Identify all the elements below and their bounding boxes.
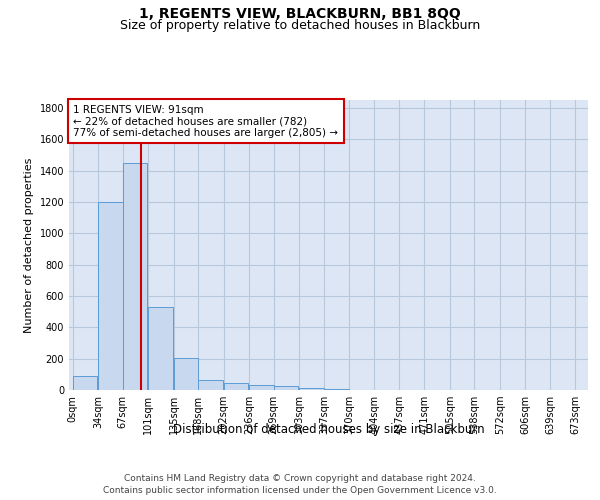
Bar: [325, 389, 349, 390]
Text: 1 REGENTS VIEW: 91sqm
← 22% of detached houses are smaller (782)
77% of semi-det: 1 REGENTS VIEW: 91sqm ← 22% of detached …: [73, 104, 338, 138]
Text: Contains HM Land Registry data © Crown copyright and database right 2024.
Contai: Contains HM Land Registry data © Crown c…: [103, 474, 497, 495]
Bar: [173, 358, 198, 390]
Bar: [98, 202, 123, 390]
Bar: [123, 162, 148, 390]
Text: 1, REGENTS VIEW, BLACKBURN, BB1 8QQ: 1, REGENTS VIEW, BLACKBURN, BB1 8QQ: [139, 8, 461, 22]
Text: Size of property relative to detached houses in Blackburn: Size of property relative to detached ho…: [120, 19, 480, 32]
Bar: [224, 383, 248, 390]
Bar: [73, 376, 97, 390]
Y-axis label: Number of detached properties: Number of detached properties: [24, 158, 34, 332]
Bar: [148, 307, 173, 390]
Bar: [249, 384, 274, 390]
Text: Distribution of detached houses by size in Blackburn: Distribution of detached houses by size …: [173, 422, 485, 436]
Bar: [198, 380, 223, 390]
Bar: [299, 388, 323, 390]
Bar: [274, 386, 298, 390]
